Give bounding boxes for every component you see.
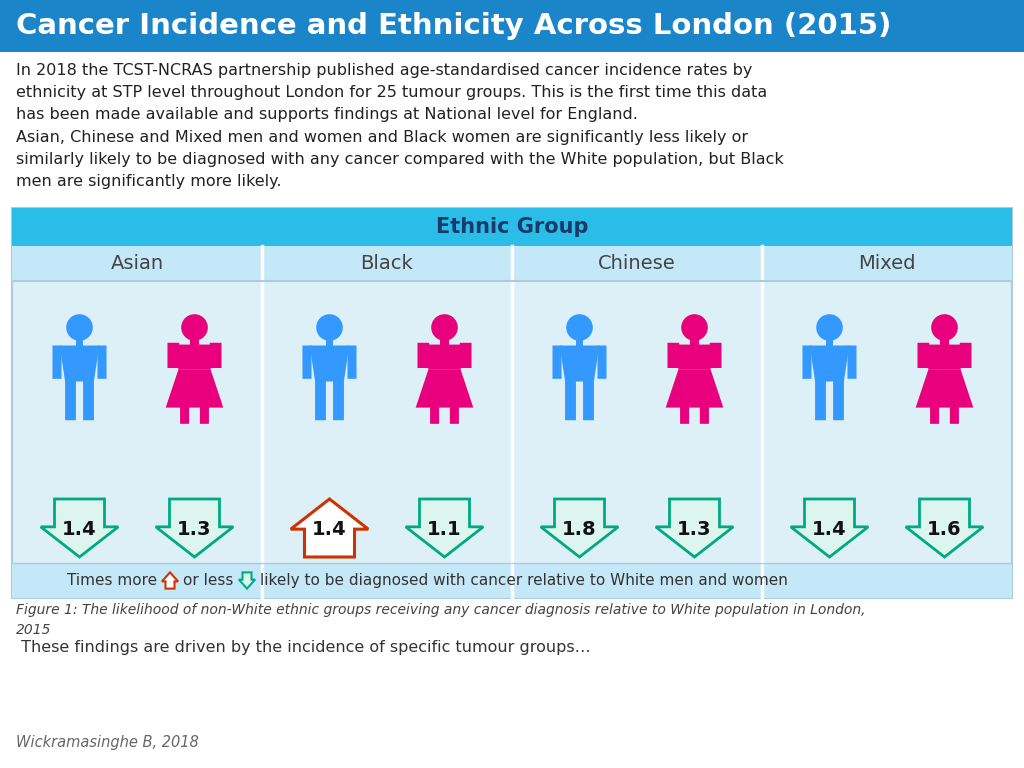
FancyBboxPatch shape	[52, 346, 61, 379]
Text: or less: or less	[183, 573, 239, 588]
FancyBboxPatch shape	[200, 406, 209, 424]
Text: 1.1: 1.1	[427, 520, 462, 538]
Text: 1.4: 1.4	[312, 520, 347, 538]
FancyBboxPatch shape	[430, 406, 439, 424]
FancyBboxPatch shape	[668, 343, 679, 368]
FancyBboxPatch shape	[190, 336, 199, 346]
Circle shape	[182, 315, 207, 340]
Polygon shape	[655, 499, 733, 557]
FancyBboxPatch shape	[940, 336, 949, 346]
Circle shape	[932, 315, 957, 340]
FancyBboxPatch shape	[180, 406, 189, 424]
Text: 1.4: 1.4	[812, 520, 847, 538]
Polygon shape	[541, 499, 618, 557]
FancyBboxPatch shape	[815, 381, 826, 420]
FancyBboxPatch shape	[575, 336, 583, 346]
FancyBboxPatch shape	[76, 336, 83, 346]
Text: Wickramasinghe B, 2018: Wickramasinghe B, 2018	[16, 735, 199, 750]
Text: 1.4: 1.4	[62, 520, 97, 538]
FancyBboxPatch shape	[553, 346, 561, 379]
Text: Asian: Asian	[111, 254, 164, 273]
FancyBboxPatch shape	[97, 346, 106, 379]
Polygon shape	[560, 346, 599, 382]
Polygon shape	[406, 499, 483, 557]
FancyBboxPatch shape	[680, 406, 689, 424]
FancyBboxPatch shape	[826, 336, 834, 346]
Polygon shape	[59, 346, 99, 382]
FancyBboxPatch shape	[428, 345, 461, 370]
FancyBboxPatch shape	[83, 381, 94, 420]
FancyBboxPatch shape	[347, 346, 356, 379]
Polygon shape	[41, 499, 118, 557]
Text: These findings are driven by the incidence of specific tumour groups…: These findings are driven by the inciden…	[16, 640, 591, 655]
FancyBboxPatch shape	[440, 336, 449, 346]
FancyBboxPatch shape	[460, 343, 471, 368]
FancyBboxPatch shape	[178, 345, 211, 370]
Circle shape	[817, 315, 842, 340]
FancyBboxPatch shape	[959, 343, 972, 368]
Text: 1.3: 1.3	[177, 520, 212, 538]
Text: Ethnic Group: Ethnic Group	[436, 217, 588, 237]
Text: Black: Black	[360, 254, 414, 273]
Polygon shape	[416, 370, 473, 408]
Text: likely to be diagnosed with cancer relative to White men and women: likely to be diagnosed with cancer relat…	[260, 573, 787, 588]
Polygon shape	[791, 499, 868, 557]
FancyBboxPatch shape	[834, 381, 844, 420]
Circle shape	[682, 315, 708, 340]
FancyBboxPatch shape	[929, 345, 961, 370]
FancyBboxPatch shape	[565, 381, 575, 420]
Polygon shape	[239, 572, 255, 588]
FancyBboxPatch shape	[930, 406, 939, 424]
Text: Figure 1: The likelihood of non-White ethnic groups receiving any cancer diagnos: Figure 1: The likelihood of non-White et…	[16, 603, 865, 637]
Polygon shape	[666, 370, 723, 408]
FancyBboxPatch shape	[326, 336, 333, 346]
Circle shape	[316, 315, 342, 340]
Polygon shape	[156, 499, 233, 557]
Polygon shape	[810, 346, 849, 382]
Circle shape	[432, 315, 457, 340]
Text: Asian, Chinese and Mixed men and women and Black women are significantly less li: Asian, Chinese and Mixed men and women a…	[16, 130, 783, 190]
FancyBboxPatch shape	[12, 208, 1012, 246]
FancyBboxPatch shape	[210, 343, 221, 368]
Text: Chinese: Chinese	[598, 254, 676, 273]
FancyBboxPatch shape	[12, 563, 1012, 598]
Text: 1.3: 1.3	[677, 520, 712, 538]
FancyBboxPatch shape	[710, 343, 722, 368]
FancyBboxPatch shape	[0, 0, 1024, 52]
FancyBboxPatch shape	[918, 343, 929, 368]
FancyBboxPatch shape	[302, 346, 311, 379]
FancyBboxPatch shape	[597, 346, 606, 379]
FancyBboxPatch shape	[315, 381, 326, 420]
Circle shape	[567, 315, 592, 340]
FancyBboxPatch shape	[168, 343, 179, 368]
Text: Mixed: Mixed	[858, 254, 915, 273]
FancyBboxPatch shape	[418, 343, 429, 368]
FancyBboxPatch shape	[950, 406, 958, 424]
Polygon shape	[915, 370, 973, 408]
Polygon shape	[162, 572, 178, 588]
FancyBboxPatch shape	[690, 336, 699, 346]
FancyBboxPatch shape	[848, 346, 856, 379]
FancyBboxPatch shape	[12, 246, 1012, 281]
FancyBboxPatch shape	[699, 406, 709, 424]
FancyBboxPatch shape	[803, 346, 811, 379]
Polygon shape	[309, 346, 349, 382]
FancyBboxPatch shape	[450, 406, 459, 424]
Polygon shape	[291, 499, 369, 557]
Text: Cancer Incidence and Ethnicity Across London (2015): Cancer Incidence and Ethnicity Across Lo…	[16, 12, 891, 40]
Polygon shape	[166, 370, 223, 408]
FancyBboxPatch shape	[583, 381, 594, 420]
Text: 1.8: 1.8	[562, 520, 597, 538]
FancyBboxPatch shape	[66, 381, 76, 420]
Text: 1.6: 1.6	[927, 520, 962, 538]
Text: Times more: Times more	[67, 573, 162, 588]
Circle shape	[67, 315, 92, 340]
FancyBboxPatch shape	[678, 345, 711, 370]
Text: In 2018 the TCST-NCRAS partnership published age-standardised cancer incidence r: In 2018 the TCST-NCRAS partnership publi…	[16, 63, 767, 122]
Polygon shape	[906, 499, 983, 557]
FancyBboxPatch shape	[333, 381, 344, 420]
FancyBboxPatch shape	[12, 208, 1012, 598]
